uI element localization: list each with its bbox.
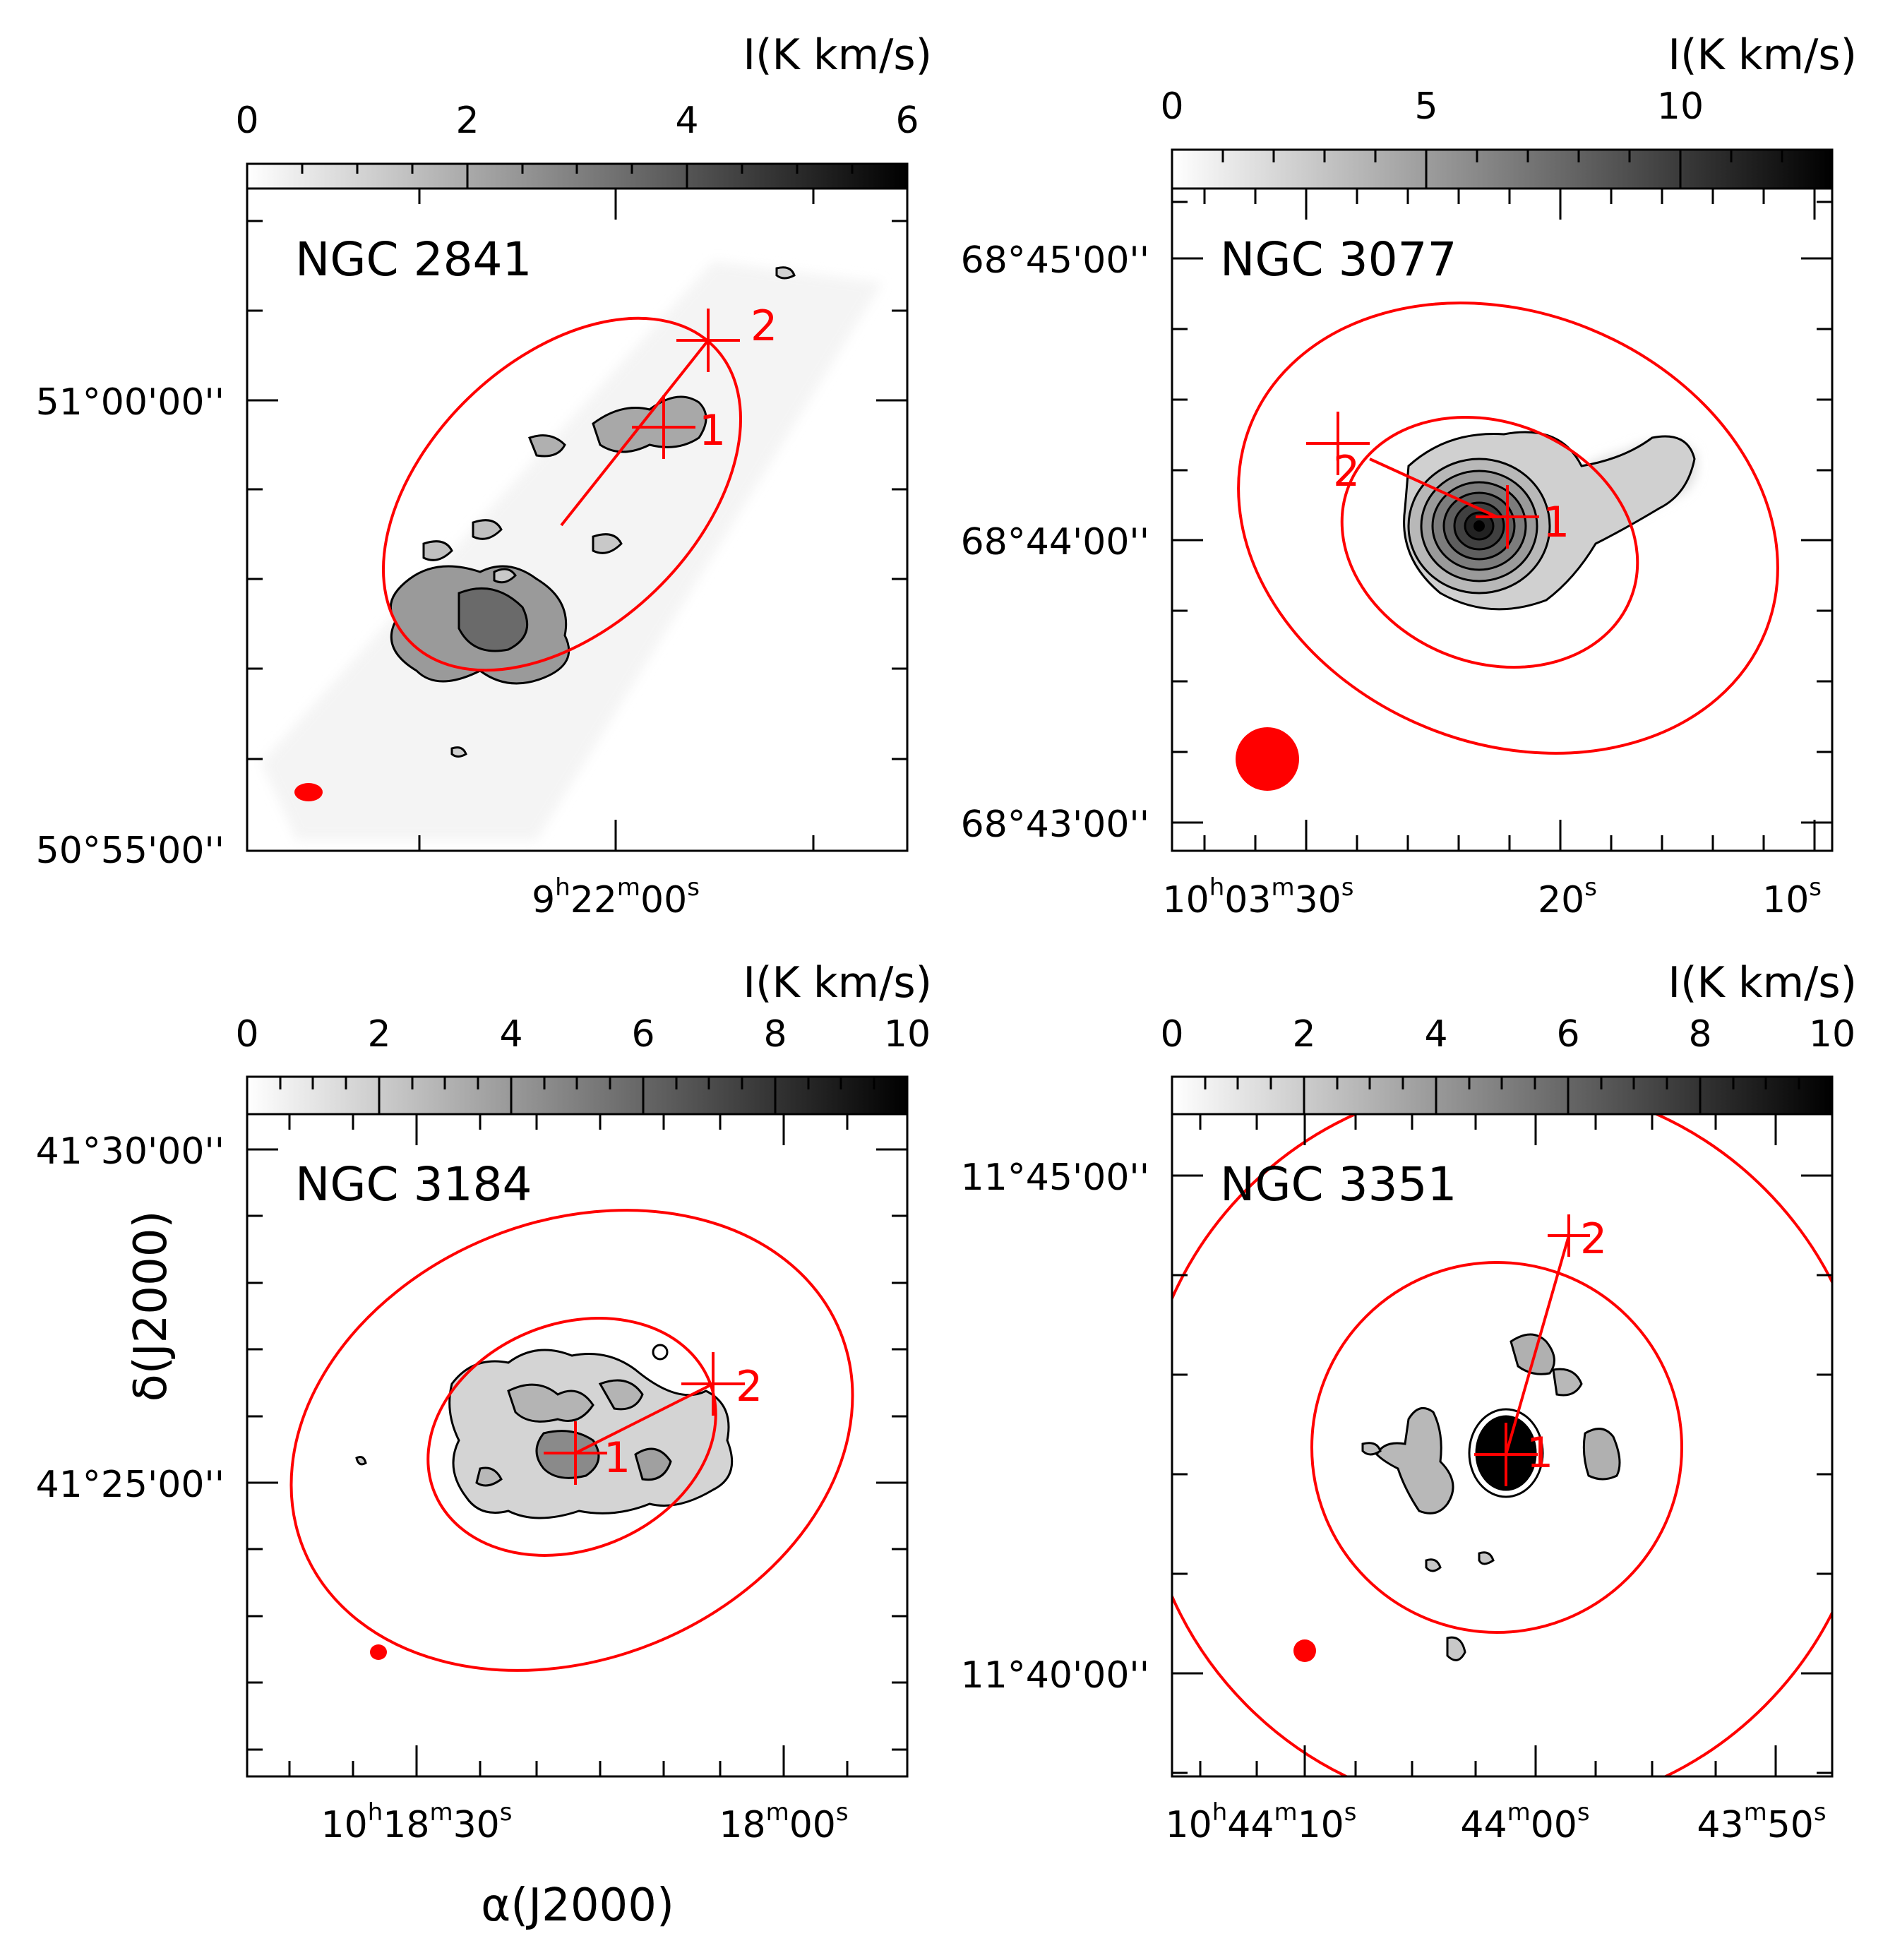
- axis-ticks: [1172, 189, 1832, 851]
- colorbar-tick: 10: [1809, 1013, 1855, 1056]
- marker-label: 1: [1526, 1428, 1553, 1478]
- marker-labels: 1 2: [1526, 1214, 1607, 1478]
- map-title: NGC 2841: [295, 232, 532, 287]
- ra-ticklabels: 10h03m30s 20s 10s: [1163, 873, 1822, 921]
- x-axis-label: α(J2000): [481, 1880, 674, 1932]
- colorbar-tick: 2: [1292, 1013, 1315, 1056]
- colorbar-tick: 0: [1160, 85, 1183, 128]
- ra-tick-label: 44m00s: [1460, 1798, 1589, 1846]
- map-title: NGC 3184: [295, 1157, 532, 1212]
- intensity-map: [1236, 301, 1779, 791]
- panel-ngc2841: I(K km/s) 0 2 4 6: [36, 30, 932, 921]
- intensity-map: [1172, 1114, 1832, 1776]
- map-frame: [1171, 187, 1834, 852]
- colorbar-ticklabels: 0 2 4 6: [235, 100, 919, 142]
- colorbar: [1171, 1075, 1834, 1116]
- ra-tick-label: 20s: [1538, 873, 1597, 921]
- ra-ticklabels: 10h44m10s 44m00s 43m50s: [1166, 1798, 1827, 1846]
- ra-tick-label: 10h03m30s: [1163, 873, 1354, 921]
- colorbar-tick: 8: [1688, 1013, 1711, 1056]
- intensity-map: [261, 261, 883, 840]
- dec-ticklabels: 41°30'00'' 41°25'00'': [36, 1130, 225, 1506]
- dec-tick-label: 68°44'00'': [961, 521, 1149, 563]
- marker-labels: 1 2: [1333, 447, 1570, 547]
- dec-ticklabels: 51°00'00'' 50°55'00'': [36, 381, 225, 872]
- colorbar-tick: 10: [884, 1013, 931, 1056]
- dec-tick-label: 11°45'00'': [961, 1157, 1149, 1199]
- map-frame: [246, 187, 909, 852]
- dec-tick-label: 68°43'00'': [961, 803, 1149, 846]
- colorbar-label: I(K km/s): [1668, 30, 1857, 80]
- map-title: NGC 3351: [1220, 1157, 1457, 1212]
- colorbar-tick: 8: [763, 1013, 787, 1056]
- dec-tick-label: 41°30'00'': [36, 1130, 225, 1173]
- map-frame: [1171, 1113, 1834, 1778]
- panel-ngc3077: I(K km/s) 0 5 10 1: [961, 30, 1857, 921]
- ra-tick-label: 10h44m10s: [1166, 1798, 1357, 1846]
- colorbar-tick: 2: [455, 100, 479, 142]
- ra-tick-label: 10h18m30s: [321, 1798, 513, 1846]
- colorbar-tick: 6: [1556, 1013, 1579, 1056]
- colorbar-label: I(K km/s): [743, 30, 932, 80]
- colorbar-tick: 10: [1657, 85, 1704, 128]
- colorbar-tick: 0: [1160, 1013, 1183, 1056]
- axis-ticks: [247, 1114, 907, 1776]
- colorbar-tick: 0: [235, 100, 258, 142]
- ra-tick-label: 43m50s: [1697, 1798, 1826, 1846]
- dec-ticklabels: 68°45'00'' 68°44'00'' 68°43'00'': [961, 239, 1149, 846]
- intensity-map: [289, 1209, 854, 1672]
- colorbar-label: I(K km/s): [743, 958, 932, 1008]
- colorbar-label: I(K km/s): [1668, 958, 1857, 1008]
- marker-label: 1: [604, 1433, 630, 1483]
- ra-tick-label: 9h22m00s: [532, 873, 700, 921]
- dec-tick-label: 51°00'00'': [36, 381, 225, 424]
- map-frame: [246, 1113, 909, 1778]
- dec-tick-label: 11°40'00'': [961, 1654, 1149, 1697]
- colorbar-tick: 4: [1424, 1013, 1447, 1056]
- dec-tick-label: 41°25'00'': [36, 1464, 225, 1506]
- marker-label: 1: [1543, 498, 1570, 547]
- marker-labels: 1 2: [604, 1362, 763, 1483]
- colorbar: [246, 1075, 909, 1116]
- colorbar-ticklabels: 0 5 10: [1160, 85, 1704, 128]
- axis-ticks: [1172, 1114, 1832, 1776]
- colorbar-tick: 5: [1414, 85, 1437, 128]
- panel-ngc3351: I(K km/s) 0 2 4 6 8 10: [961, 958, 1857, 1846]
- colorbar-ticklabels: 0 2 4 6 8 10: [1160, 1013, 1855, 1056]
- colorbar-tick: 4: [675, 100, 698, 142]
- colorbar-tick: 4: [499, 1013, 522, 1056]
- colorbar: [246, 162, 909, 190]
- y-axis-label: δ(J2000): [125, 1211, 177, 1402]
- marker-label: 2: [1580, 1214, 1607, 1264]
- dec-ticklabels: 11°45'00'' 11°40'00'': [961, 1157, 1149, 1697]
- colorbar-tick: 6: [895, 100, 919, 142]
- colorbar-tick: 6: [631, 1013, 654, 1056]
- colorbar-tick: 0: [235, 1013, 258, 1056]
- ra-ticklabels: 10h18m30s 18m00s: [321, 1798, 849, 1846]
- dec-tick-label: 50°55'00'': [36, 830, 225, 872]
- panel-ngc3184: I(K km/s) 0 2 4 6 8 10: [36, 958, 932, 1846]
- colorbar: [1171, 148, 1834, 190]
- marker-label: 2: [736, 1362, 763, 1411]
- marker-labels: 1 2: [699, 301, 777, 455]
- marker-label: 1: [699, 406, 726, 455]
- colorbar-tick: 2: [367, 1013, 390, 1056]
- ra-tick-label: 18m00s: [719, 1798, 848, 1846]
- ra-tick-label: 10s: [1762, 873, 1822, 921]
- dec-tick-label: 68°45'00'': [961, 239, 1149, 282]
- ra-ticklabels: 9h22m00s: [532, 873, 700, 921]
- colorbar-ticklabels: 0 2 4 6 8 10: [235, 1013, 931, 1056]
- axis-ticks: [247, 189, 907, 852]
- marker-label: 2: [1333, 447, 1360, 496]
- marker-label: 2: [751, 301, 777, 351]
- map-title: NGC 3077: [1220, 232, 1457, 287]
